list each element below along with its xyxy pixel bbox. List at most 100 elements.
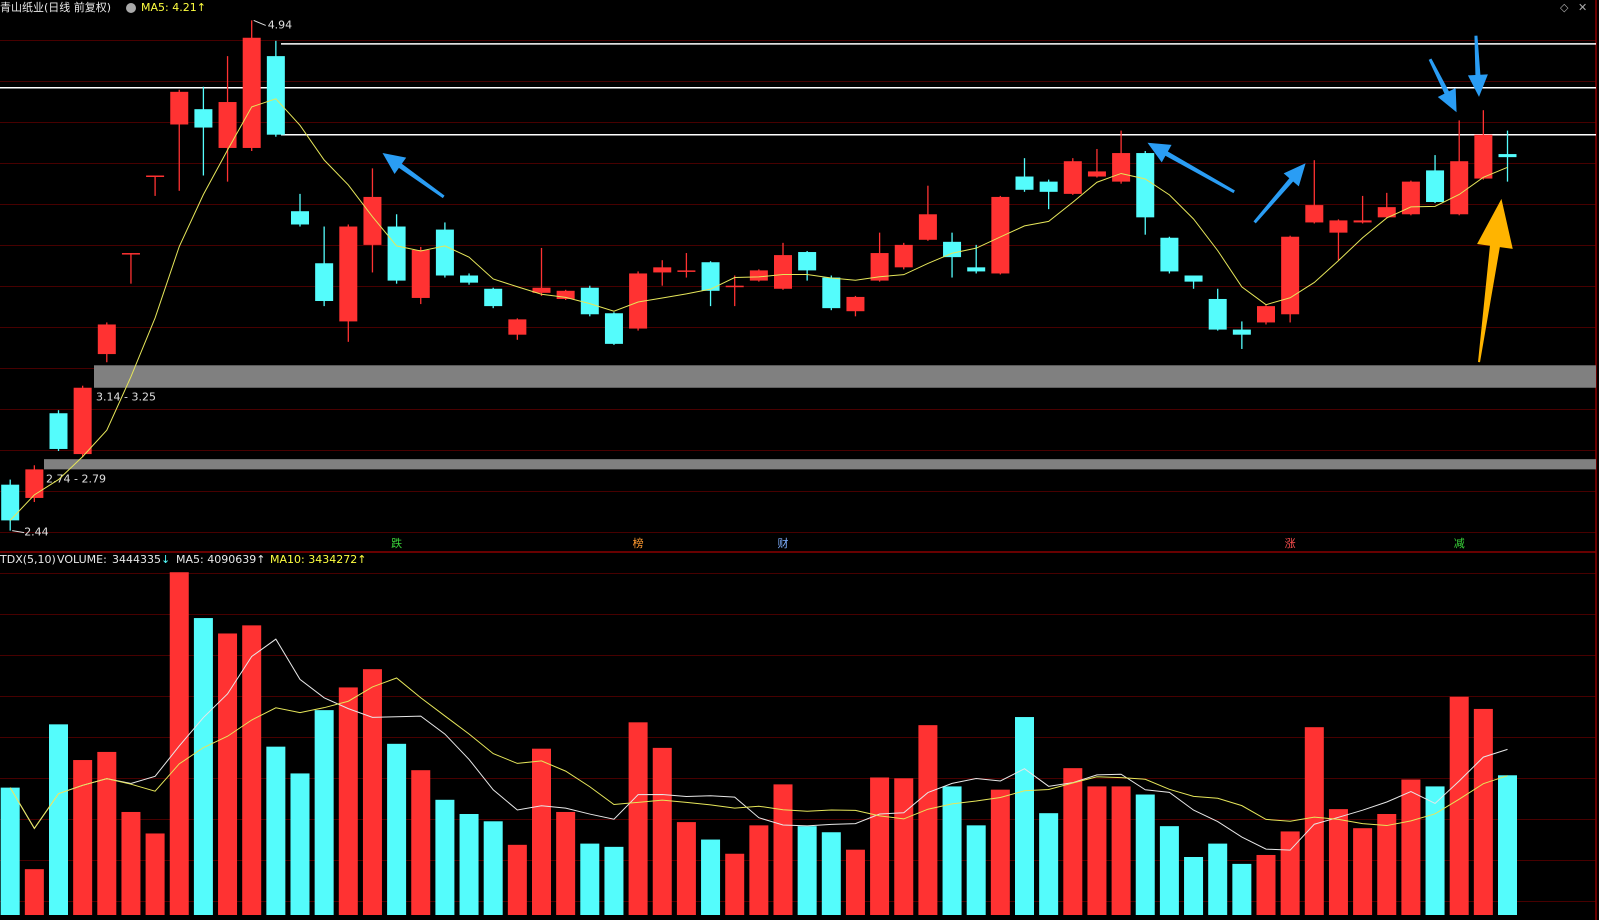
- volume-bar: [652, 747, 672, 915]
- volume-bar: [676, 822, 696, 915]
- candle-body: [97, 324, 116, 355]
- candle-body: [653, 267, 672, 273]
- annotation-arrow: [382, 153, 445, 199]
- candle-body: [967, 267, 986, 272]
- candle-body: [25, 469, 44, 498]
- candle-body: [1329, 220, 1348, 233]
- volume-bar: [918, 725, 938, 915]
- candle-body: [701, 262, 720, 291]
- volume-bar: [169, 572, 189, 915]
- volume-bar: [1425, 786, 1445, 915]
- zone-label: 2.74 - 2.79: [46, 472, 106, 485]
- candle-body: [580, 287, 599, 315]
- candle-body: [918, 214, 937, 240]
- volume-bar: [1353, 828, 1373, 915]
- candle-body: [1, 484, 20, 521]
- candle-body: [291, 211, 309, 225]
- annotation-arrow: [1253, 163, 1306, 224]
- volume-bar: [990, 789, 1010, 915]
- close-icon: ✕: [1578, 1, 1587, 14]
- candle-body: [1450, 161, 1469, 215]
- volume-bar: [556, 811, 576, 915]
- event-marker: 榜: [633, 536, 644, 550]
- volume-ma5-label: MA5: 4090639↑: [176, 553, 265, 566]
- volume-bar: [1328, 809, 1348, 915]
- volume-bar: [1111, 786, 1131, 915]
- volume-bar: [459, 813, 479, 915]
- candle-body: [266, 56, 285, 135]
- volume-bar: [1232, 863, 1252, 915]
- volume-bar: [1184, 856, 1204, 915]
- candle-body: [387, 226, 406, 281]
- candle-body: [556, 290, 575, 299]
- candle-body: [218, 102, 237, 148]
- candle-body: [1498, 154, 1517, 158]
- annotation-arrow: [1477, 198, 1513, 363]
- candle-body: [121, 253, 140, 255]
- max-pointer: [253, 19, 266, 26]
- event-marker: 财: [778, 536, 789, 550]
- candle-body: [870, 253, 889, 281]
- volume-bar: [0, 787, 20, 915]
- volume-value: 3444335: [112, 553, 161, 566]
- volume-bar: [1304, 727, 1324, 915]
- event-marker: 减: [1454, 537, 1465, 550]
- candle-body: [1232, 329, 1251, 335]
- candle-body: [411, 249, 430, 298]
- support-zone: [44, 459, 1596, 470]
- candle-body: [1474, 134, 1493, 179]
- candle-body: [1353, 220, 1372, 223]
- candle-body: [1184, 275, 1203, 282]
- status-icon: [126, 3, 136, 13]
- volume-bar: [387, 743, 407, 915]
- candle-body: [435, 229, 454, 276]
- candle-body: [749, 270, 768, 281]
- volume-bar: [266, 746, 286, 915]
- volume-bar: [1256, 854, 1276, 915]
- volume-bar: [1473, 708, 1493, 915]
- candle-body: [1063, 161, 1082, 194]
- candle-body: [1401, 181, 1420, 215]
- volume-bar: [580, 843, 600, 915]
- max-label: 4.94: [268, 18, 293, 31]
- candle-body: [508, 319, 527, 335]
- min-label: 2.44: [24, 526, 49, 539]
- volume-bar: [628, 722, 648, 915]
- candle-body: [460, 275, 479, 283]
- volume-bar: [97, 751, 117, 915]
- candle-body: [363, 196, 382, 245]
- candle-body: [1015, 176, 1034, 190]
- volume-bar: [362, 669, 382, 915]
- volume-bar: [725, 853, 745, 915]
- candle-body: [315, 263, 334, 302]
- volume-bar: [1208, 843, 1228, 915]
- volume-bar: [1135, 794, 1155, 915]
- volume-bar: [218, 633, 238, 915]
- volume-ma10-label: MA10: 3434272↑: [270, 553, 366, 566]
- candle-body: [604, 313, 623, 344]
- candle-body: [991, 196, 1010, 274]
- candle-body: [49, 413, 68, 449]
- volume-bar: [1087, 786, 1107, 915]
- volume-bar: [966, 825, 986, 915]
- volume-bar: [797, 826, 817, 915]
- volume-bar: [1159, 826, 1179, 915]
- volume-bar: [435, 799, 455, 915]
- volume-bar: [507, 844, 527, 915]
- candle-body: [532, 287, 551, 293]
- event-marker: 跌: [391, 536, 402, 550]
- volume-bar: [773, 784, 793, 915]
- candle-body: [1281, 236, 1300, 315]
- volume-bar: [242, 625, 262, 915]
- volume-bar: [1280, 831, 1300, 915]
- candle-body: [677, 270, 696, 272]
- volume-bar: [1401, 779, 1421, 915]
- volume-bar: [1377, 813, 1397, 915]
- volume-bar: [1498, 775, 1517, 915]
- candle-body: [1208, 298, 1227, 330]
- volume-bar: [193, 618, 213, 915]
- annotation-arrow: [1428, 58, 1457, 113]
- candle-body: [846, 296, 865, 312]
